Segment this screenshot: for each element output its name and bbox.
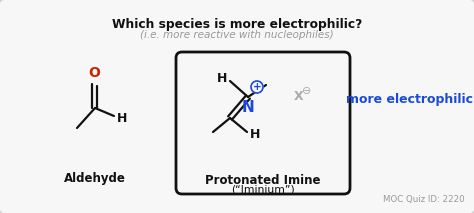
Text: N: N <box>242 100 255 115</box>
Text: (“Iminium”): (“Iminium”) <box>231 184 295 194</box>
Text: H: H <box>117 111 128 125</box>
Text: Which species is more electrophilic?: Which species is more electrophilic? <box>112 18 362 31</box>
FancyBboxPatch shape <box>176 52 350 194</box>
Text: H: H <box>217 72 227 85</box>
Text: more electrophilic: more electrophilic <box>346 94 474 106</box>
Text: Protonated Imine: Protonated Imine <box>205 174 321 187</box>
Text: O: O <box>88 66 100 80</box>
Text: ⊖: ⊖ <box>302 86 311 96</box>
Text: MOC Quiz ID: 2220: MOC Quiz ID: 2220 <box>383 195 465 204</box>
Text: (i.e. more reactive with nucleophiles): (i.e. more reactive with nucleophiles) <box>140 30 334 40</box>
Text: X: X <box>294 91 304 104</box>
Text: H: H <box>250 128 260 141</box>
Text: Aldehyde: Aldehyde <box>64 172 126 185</box>
Circle shape <box>251 81 263 93</box>
Text: +: + <box>253 82 261 92</box>
